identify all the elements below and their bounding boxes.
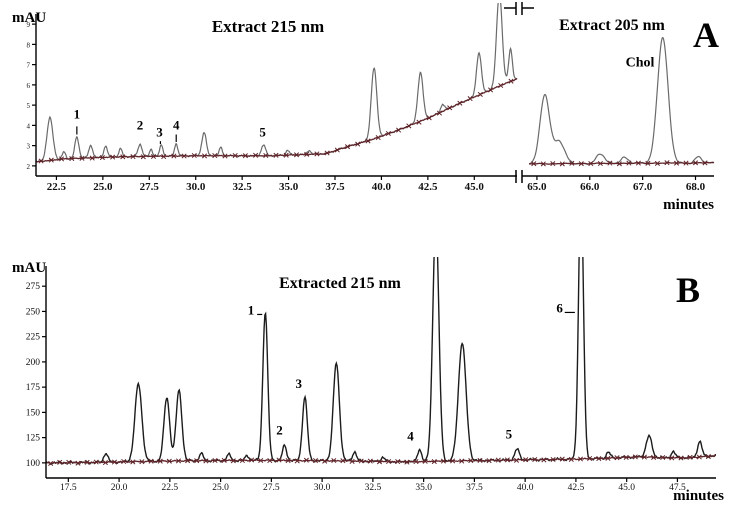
x-tick-label: 17.5 — [60, 483, 77, 493]
x-tick-label: 22.5 — [162, 483, 179, 493]
y-tick-label: 4 — [27, 122, 31, 130]
x-tick-label: 37.5 — [466, 483, 483, 493]
baseline-marker-trace-a-right — [528, 161, 715, 165]
x-tick-label: 30.0 — [186, 181, 206, 193]
x-tick-label: 22.5 — [47, 181, 67, 193]
a-right-title: Extract 205 nm — [559, 17, 665, 34]
peak-label-1: 1 — [74, 106, 81, 121]
y-tick-label: 9 — [27, 21, 31, 29]
b-xlabel-minutes: minutes — [673, 488, 724, 504]
x-tick-label: 32.5 — [365, 483, 382, 493]
x-tick-label: 27.5 — [263, 483, 280, 493]
y-tick-label: 6 — [27, 82, 31, 90]
x-tick-label: 65.0 — [527, 181, 547, 193]
baseline-marker-trace-a-left — [35, 78, 518, 163]
baseline-marker-trace-a-right-cross-markers — [531, 160, 708, 167]
y-tick-label: 125 — [26, 434, 41, 444]
y-tick-label: 250 — [26, 307, 41, 317]
a-right-xlabel-minutes: minutes — [663, 197, 714, 213]
panel-b-chromatogram: 17.5 20.0 22.5 25.0 27.5 30.0 32.5 35.0 37.5 40.0… — [12, 257, 724, 504]
x-tick-label: 30.0 — [314, 483, 331, 493]
peak-label-2: 2 — [137, 117, 144, 132]
x-tick-label: 42.5 — [418, 181, 438, 193]
x-tick-label: 20.0 — [111, 483, 128, 493]
peak-label-3: 3 — [156, 125, 163, 140]
x-tick-label: 25.0 — [93, 181, 113, 193]
baseline-marker-trace-a-left-cross-markers — [38, 78, 514, 164]
x-tick-label: 25.0 — [212, 483, 229, 493]
x-tick-label: 35.0 — [415, 483, 432, 493]
y-tick-label: 5 — [27, 102, 31, 110]
y-tick-label: 8 — [27, 41, 31, 49]
trace-205nm — [528, 37, 715, 165]
y-tick-label: 275 — [26, 282, 41, 292]
y-tick-label: 7 — [27, 62, 31, 70]
x-tick-label: 42.5 — [568, 483, 585, 493]
x-tick-label: 67.0 — [633, 181, 653, 193]
x-tick-label: 35.0 — [279, 181, 299, 193]
b-ylabel-mau: mAU — [12, 260, 46, 276]
peak-label-3: 3 — [296, 376, 303, 391]
x-tick-label: 47.5 — [669, 483, 686, 493]
x-tick-label: 66.0 — [580, 181, 600, 193]
x-tick-label: 37.5 — [325, 181, 345, 193]
x-tick-label: 32.5 — [233, 181, 253, 193]
y-tick-label: 2 — [27, 163, 31, 171]
a-left-ylabel-mau: mAU — [12, 10, 46, 26]
x-tick-label: 40.0 — [372, 181, 392, 193]
b-title: Extracted 215 nm — [279, 275, 401, 292]
x-tick-label: 45.0 — [465, 181, 485, 193]
x-tick-label: 68.0 — [686, 181, 706, 193]
peak-label-4: 4 — [173, 117, 180, 132]
peak-label-5: 5 — [259, 125, 266, 140]
x-tick-label: 45.0 — [618, 483, 635, 493]
a-left-title: Extract 215 nm — [212, 17, 324, 36]
peak-label-6: 6 — [556, 300, 563, 315]
y-tick-label: 225 — [26, 333, 41, 343]
peak-label-2: 2 — [276, 423, 283, 438]
peak-label-1: 1 — [248, 302, 255, 317]
baseline-marker-trace-b — [45, 454, 717, 465]
baseline-marker-trace-b-cross-markers — [48, 454, 711, 467]
peak-label-4: 4 — [407, 429, 414, 444]
a-right-panel-letter: A — [693, 15, 719, 55]
b-panel-letter: B — [676, 270, 700, 310]
x-tick-label: 40.0 — [517, 483, 534, 493]
panel-a-chromatogram: 22.5 25.0 27.5 30.0 32.5 35.0 37.5 40.0 42.5 45.0… — [12, 2, 719, 213]
y-tick-label: 3 — [27, 143, 31, 151]
y-tick-label: 100 — [26, 459, 41, 469]
y-tick-label: 200 — [26, 358, 41, 368]
chol-label: Chol — [626, 56, 655, 71]
y-tick-label: 175 — [26, 383, 41, 393]
y-tick-label: 150 — [26, 408, 41, 418]
peak-label-5: 5 — [506, 427, 513, 442]
x-tick-label: 27.5 — [140, 181, 160, 193]
